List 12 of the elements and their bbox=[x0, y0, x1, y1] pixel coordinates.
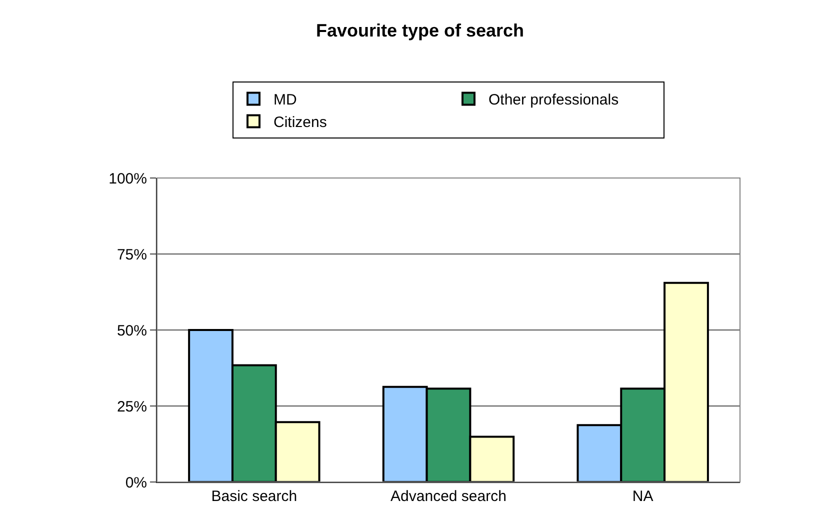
legend-label: MD bbox=[274, 92, 297, 109]
x-tick-label: NA bbox=[632, 488, 654, 505]
y-tick-label: 50% bbox=[116, 322, 147, 340]
y-tick-label: 25% bbox=[116, 398, 147, 416]
y-tick-label: 100% bbox=[108, 170, 147, 188]
y-tick-label: 0% bbox=[125, 474, 147, 492]
legend-label: Citizens bbox=[274, 114, 327, 132]
x-tick-label: Advanced search bbox=[390, 488, 506, 505]
x-tick-label: Basic search bbox=[211, 488, 298, 505]
y-tick-label: 75% bbox=[116, 246, 147, 264]
legend-label: Other professionals bbox=[488, 92, 619, 109]
chart-title: Favourite type of search bbox=[316, 20, 524, 40]
